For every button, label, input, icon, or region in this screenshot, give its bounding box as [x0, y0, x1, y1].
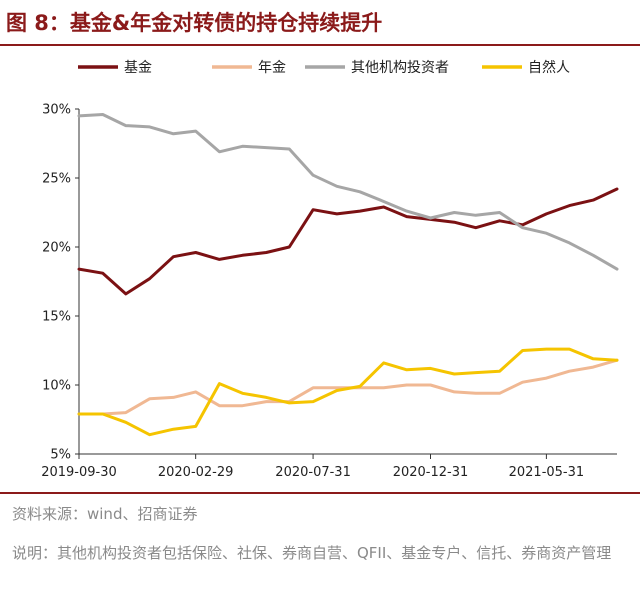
- x-tick-label: 2020-12-31: [393, 465, 469, 480]
- x-tick-label: 2020-07-31: [275, 465, 351, 480]
- figure-title: 图 8：基金&年金对转债的持仓持续提升: [6, 11, 383, 35]
- chart-series: [77, 113, 619, 437]
- legend-label-3: 其他机构投资者: [351, 60, 449, 76]
- x-tick-label: 2021-05-31: [509, 465, 585, 480]
- line-chart: 基金 年金 其他机构投资者 自然人 5% 10% 15% 20% 25% 30% 2019-09-…: [41, 59, 619, 480]
- y-tick-label: 15%: [42, 310, 71, 325]
- series-line-1: [77, 187, 619, 296]
- y-tick-label: 10%: [42, 379, 71, 394]
- y-tick-label: 20%: [42, 241, 71, 256]
- y-tick-label: 25%: [42, 172, 71, 187]
- chart-axes: 5% 10% 15% 20% 25% 30% 2019-09-30 2020-02-29 202…: [41, 103, 617, 480]
- footer-divider: [0, 492, 640, 494]
- legend-label-4: 自然人: [528, 59, 570, 76]
- legend-label-1: 基金: [124, 59, 152, 76]
- series-line-3: [77, 113, 619, 271]
- series-line-4: [77, 347, 619, 437]
- x-tick-label: 2020-02-29: [158, 465, 234, 480]
- y-tick-label: 30%: [42, 103, 71, 118]
- y-tick-label: 5%: [50, 448, 71, 463]
- source-note: 资料来源：wind、招商证券: [12, 505, 198, 523]
- x-tick-label: 2019-09-30: [41, 465, 117, 480]
- title-divider: [0, 44, 640, 46]
- legend-label-2: 年金: [258, 60, 286, 76]
- chart-legend: 基金 年金 其他机构投资者 自然人: [78, 59, 570, 76]
- explanation-note: 说明：其他机构投资者包括保险、社保、券商自营、QFII、基金专户、信托、券商资产…: [12, 544, 612, 562]
